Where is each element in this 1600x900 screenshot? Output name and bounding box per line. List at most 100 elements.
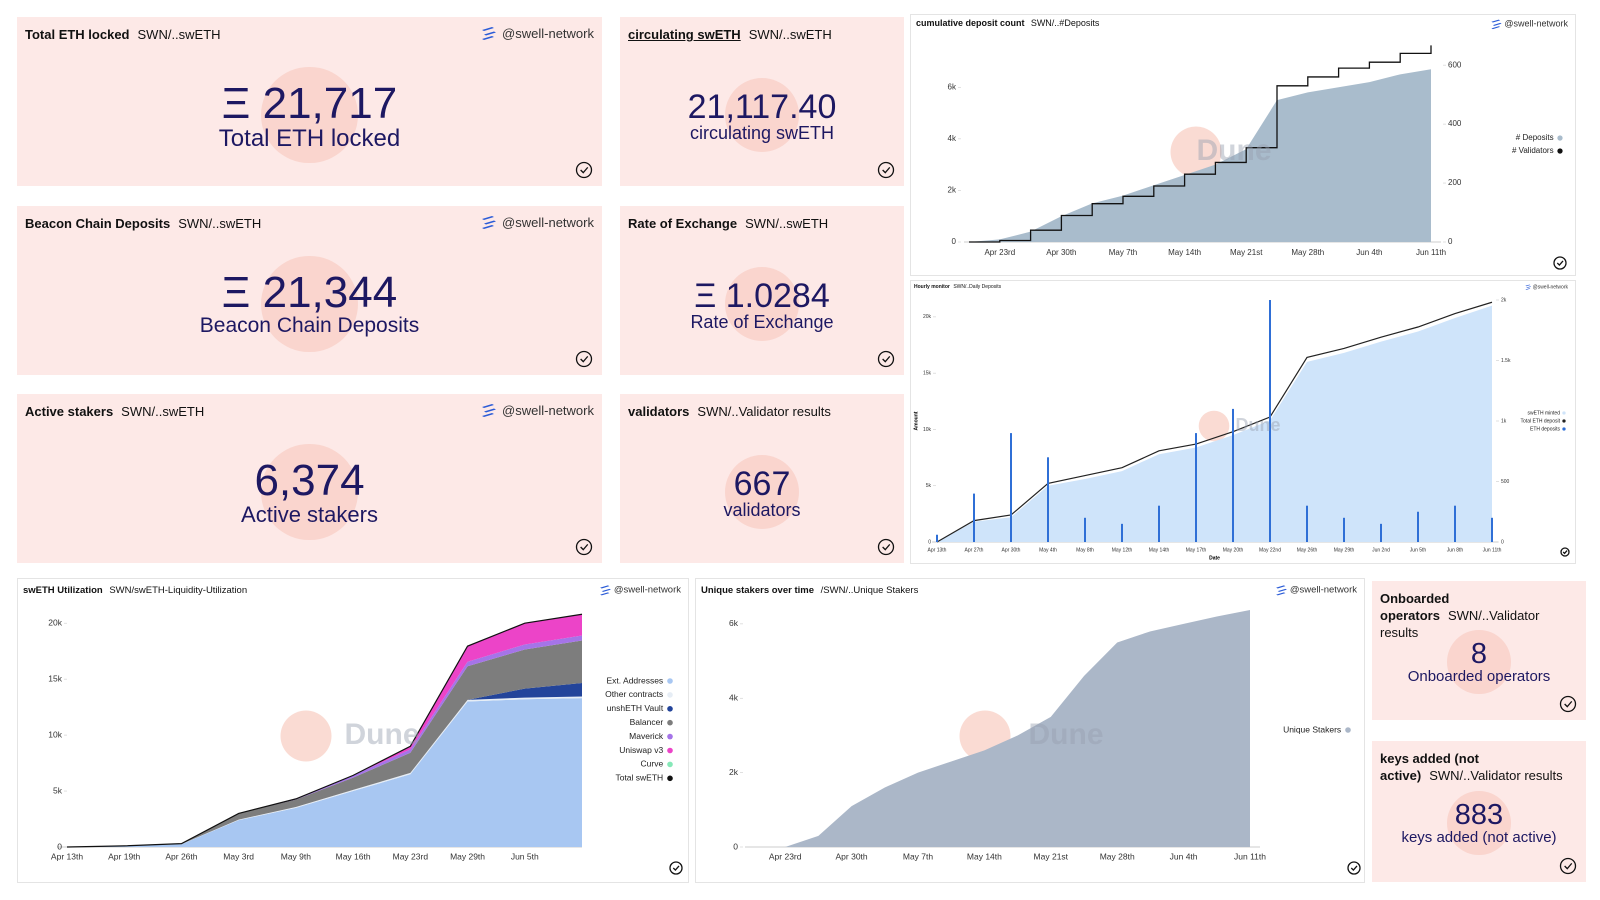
check-mark [580,166,589,174]
x-tick-label: Apr 23rd [984,248,1015,257]
legend-swatch [667,761,673,768]
counter-value: Ξ 21,344 [221,268,398,318]
counter-header: validators SWN/..Validator results [628,403,896,420]
brand-logo [1276,585,1287,596]
watermark: Dune [1197,134,1272,167]
watermark-circle [724,77,800,153]
chart-header: Unique stakers over time/SWN/..Unique St… [701,585,919,596]
counter-value: Ξ 21,717 [221,79,398,129]
chart-header: swETH Utilization SWN/swETH-Liquidity-Uti… [23,585,247,596]
logo-stripe [1277,588,1287,592]
check-icon [1559,695,1577,713]
x-tick-label: May 26th [1297,547,1318,553]
y-tick-label: 20k [48,617,62,627]
logo-stripe [484,31,497,36]
logo-stripe [482,36,495,40]
y2-tick-label: 1.5k [1501,358,1511,364]
logo-stripe [482,216,495,220]
area [67,698,582,847]
bar [936,534,938,542]
counter-tile: circulating swETH SWN/..swETH 21,117.40 cir… [620,17,904,186]
x-tick-label: May 28th [1100,851,1135,861]
counter-header: Onboarded operators SWN/..Validator resul… [1380,590,1578,641]
x-tick-label: Jun 11th [1416,248,1446,257]
counter-header: Total ETH locked SWN/..swETH [25,26,402,43]
watermark-circle [724,454,800,530]
y2-tick-label: 1k [1501,418,1507,424]
y-axis-label: Amount [913,411,919,430]
watermark-circle [280,710,332,762]
legend-label: Curve [641,759,664,769]
counter-title: Rate of Exchange [628,216,738,231]
legend-label: Ext. Addresses [606,675,663,685]
counter-query: SWN/..Validator results [1429,768,1563,783]
logo-stripe [1276,592,1286,596]
counter-body: 21,117.40 circulating swETH [620,90,904,143]
counter-title: circulating swETH [628,27,741,42]
logo-stripe [1492,22,1502,26]
watermark-circle [724,266,800,342]
legend-label: Maverick [629,731,664,741]
check-mark [580,543,589,551]
x-tick-label: Jun 2nd [1372,547,1390,553]
bar [1084,517,1086,542]
x-tick-label: May 21st [1230,248,1263,257]
logo-stripe [1491,19,1501,23]
counter-tile: Rate of Exchange SWN/..swETH Ξ 1.0284 Rate … [620,206,904,375]
y-tick-label: 0 [57,841,62,851]
x-tick-label: Apr 30th [836,851,868,861]
bar [1047,457,1049,542]
y-tick-label: 10k [48,729,62,739]
legend-swatch [1345,727,1351,733]
y-tick-label: 4k [948,134,957,143]
counter-body: Ξ 21,344 Beacon Chain Deposits [17,271,602,337]
counter-query: SWN/..Validator results [697,404,831,419]
bar [1232,408,1234,542]
x-tick-label: Jun 4th [1356,248,1382,257]
counter-query: SWN/..swETH [178,216,262,231]
bar [973,493,975,542]
check-icon [877,350,895,368]
x-tick-label: May 20th [1223,547,1244,553]
counter-tile: Onboarded operators SWN/..Validator resul… [1372,581,1586,720]
y-tick-label: 20k [923,314,932,320]
check-mark [580,355,589,363]
bar [1121,523,1123,542]
chart-query: SWN/swETH-Liquidity-Utilization [109,585,247,596]
legend-swatch [1562,419,1566,423]
chart-title: Unique stakers over time [701,585,814,596]
counter-tile: keys added (not active) SWN/..Validator r… [1372,741,1586,882]
bar [1417,511,1419,542]
x-tick-label: May 29th [1334,547,1355,553]
counter-query: SWN/..swETH [745,216,829,231]
counter-title: Beacon Chain Deposits [25,216,171,231]
x-tick-label: May 7th [903,851,934,861]
y2-tick-label: 0 [1448,237,1453,246]
chart-query: SWN/..#Deposits [1031,18,1100,28]
x-tick-label: May 29th [450,851,485,861]
chart-title: Hourly monitor [914,284,950,290]
y2-tick-label: 0 [1501,539,1504,545]
bar [1158,505,1160,542]
logo-stripe [1525,284,1531,287]
legend-swatch [667,733,673,740]
legend-swatch [1557,148,1563,154]
x-tick-label: Jun 5th [1410,547,1427,553]
check-mark [672,865,680,872]
watermark-circle [1198,410,1230,442]
chart-header: cumulative deposit count SWN/..#Deposits [916,18,1100,28]
bar [1380,523,1382,542]
counter-tile: validators SWN/..Validator results 667 vali… [620,394,904,563]
x-tick-label: Apr 13th [928,547,947,553]
y-tick-label: 0 [952,237,957,246]
check-mark [1562,550,1568,555]
chart-query: SWN/..Daily Deposits [953,284,1001,290]
counter-body: 6,374 Active stakers [17,459,602,527]
brand-logo [600,585,611,596]
counter-label: validators [723,499,801,520]
x-tick-label: May 16th [336,851,371,861]
logo-stripe [601,588,611,592]
brand-logo [1491,19,1502,30]
x-tick-label: Apr 30th [1046,248,1076,257]
